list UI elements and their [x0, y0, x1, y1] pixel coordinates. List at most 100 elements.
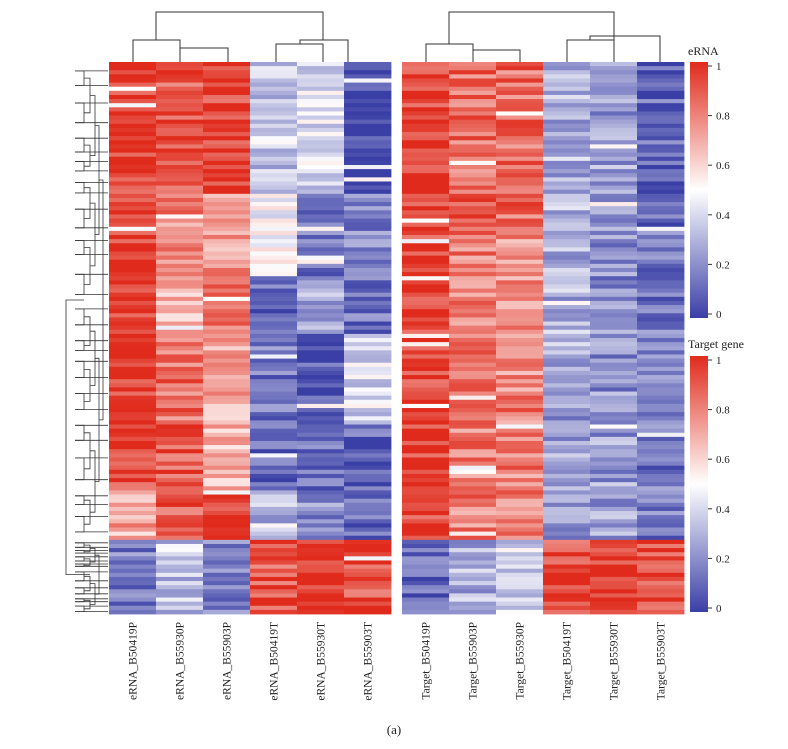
- target-heatmap-cell: [637, 263, 685, 269]
- erna-heatmap-cell: [344, 99, 392, 104]
- target-heatmap-cell: [402, 193, 450, 199]
- erna-heatmap-cell: [203, 556, 251, 561]
- target-heatmap-cell: [637, 164, 685, 170]
- target-heatmap-cell: [449, 226, 497, 232]
- target-heatmap-cell: [496, 424, 544, 430]
- target-heatmap-cell: [402, 62, 450, 67]
- target-heatmap-cell: [637, 62, 685, 67]
- erna-heatmap-cell: [250, 214, 298, 219]
- target-heatmap-cell: [543, 449, 591, 454]
- erna-heatmap-cell: [203, 395, 251, 401]
- erna-heatmap-cell: [250, 338, 298, 343]
- target-heatmap-cell: [496, 111, 544, 116]
- erna-heatmap-cell: [344, 206, 392, 211]
- target-heatmap-cell: [543, 366, 591, 372]
- target-heatmap-cell: [637, 103, 685, 108]
- erna-heatmap-cell: [297, 78, 345, 83]
- erna-heatmap-cell: [344, 342, 392, 347]
- target-heatmap-cell: [449, 206, 497, 211]
- erna-heatmap-cell: [344, 552, 392, 557]
- target-heatmap-cell: [496, 99, 544, 104]
- target-heatmap-cell: [496, 387, 544, 392]
- erna-heatmap-cell: [156, 148, 204, 154]
- erna-heatmap-cell: [250, 412, 298, 417]
- target-heatmap-cell: [543, 494, 591, 500]
- erna-heatmap-cell: [250, 243, 298, 248]
- erna-heatmap-cell: [203, 305, 251, 310]
- erna-heatmap-cell: [203, 136, 251, 141]
- erna-heatmap-cell: [250, 564, 298, 570]
- target-heatmap-cell: [637, 99, 685, 104]
- erna-heatmap-cell: [203, 160, 251, 166]
- target-heatmap-cell: [402, 408, 450, 413]
- erna-heatmap-cell: [203, 465, 251, 471]
- erna-heatmap-cell: [156, 572, 204, 578]
- erna-heatmap-cell: [203, 164, 251, 170]
- target-heatmap-cell: [402, 543, 450, 549]
- erna-heatmap-cell: [297, 185, 345, 191]
- erna-heatmap-cell: [297, 408, 345, 413]
- erna-heatmap-cell: [297, 169, 345, 174]
- erna-heatmap-cell: [297, 144, 345, 149]
- erna-heatmap-cell: [203, 440, 251, 446]
- erna-heatmap-cell: [344, 543, 392, 549]
- erna-heatmap-cell: [344, 276, 392, 281]
- erna-heatmap-cell: [297, 494, 345, 500]
- target-heatmap-cell: [590, 333, 638, 339]
- target-heatmap-cell: [449, 420, 497, 425]
- target-heatmap-cell: [402, 210, 450, 215]
- target-heatmap-cell: [543, 127, 591, 133]
- target-heatmap-cell: [496, 502, 544, 508]
- erna-heatmap-cell: [203, 243, 251, 248]
- target-heatmap-cell: [543, 346, 591, 351]
- erna-heatmap-cell: [344, 379, 392, 384]
- erna-heatmap-cell: [156, 177, 204, 182]
- target-heatmap-cell: [543, 420, 591, 425]
- erna-heatmap-cell: [297, 523, 345, 528]
- target-heatmap-cell: [590, 90, 638, 96]
- erna-heatmap-cell: [250, 527, 298, 533]
- erna-heatmap-cell: [203, 543, 251, 549]
- target-heatmap-cell: [449, 593, 497, 598]
- erna-heatmap-cell: [250, 605, 298, 611]
- erna-heatmap-cell: [344, 156, 392, 162]
- erna-heatmap-cell: [344, 284, 392, 289]
- target-heatmap-cell: [496, 490, 544, 495]
- target-heatmap-cell: [402, 309, 450, 314]
- target-heatmap-cell: [543, 276, 591, 281]
- erna-heatmap-cell: [297, 197, 345, 203]
- target-heatmap-cell: [543, 432, 591, 438]
- erna-heatmap-cell: [297, 292, 345, 298]
- target-heatmap-cell: [637, 601, 685, 607]
- target-heatmap-cell: [637, 107, 685, 112]
- target-heatmap-cell: [590, 366, 638, 372]
- erna-heatmap-cell: [156, 490, 204, 495]
- target-heatmap-cell: [496, 136, 544, 141]
- erna-heatmap-cell: [344, 515, 392, 520]
- erna-heatmap-cell: [297, 564, 345, 570]
- erna-heatmap-cell: [156, 300, 204, 306]
- target-heatmap-cell: [402, 156, 450, 162]
- target-heatmap-cell: [496, 498, 544, 504]
- erna-heatmap-cell: [250, 502, 298, 508]
- target-heatmap-cell: [449, 140, 497, 145]
- erna-heatmap-cell: [203, 523, 251, 528]
- erna-heatmap-cell: [156, 482, 204, 487]
- target-heatmap-cell: [449, 197, 497, 203]
- target-heatmap-cell: [590, 445, 638, 450]
- target-heatmap-cell: [402, 424, 450, 430]
- target-heatmap-cell: [449, 597, 497, 603]
- target-heatmap-cell: [543, 543, 591, 549]
- erna-heatmap-cell: [297, 284, 345, 289]
- target-heatmap-cell: [543, 66, 591, 71]
- target-heatmap-cell: [496, 239, 544, 244]
- erna-heatmap-cell: [156, 362, 204, 368]
- target-heatmap-cell: [496, 103, 544, 108]
- target-heatmap-cell: [637, 74, 685, 79]
- erna-heatmap-cell: [344, 218, 392, 224]
- erna-heatmap-cell: [109, 535, 157, 541]
- erna-heatmap-cell: [109, 193, 157, 199]
- target-heatmap-cell: [449, 70, 497, 75]
- target-heatmap-cell: [543, 436, 591, 442]
- erna-heatmap-cell: [109, 82, 157, 88]
